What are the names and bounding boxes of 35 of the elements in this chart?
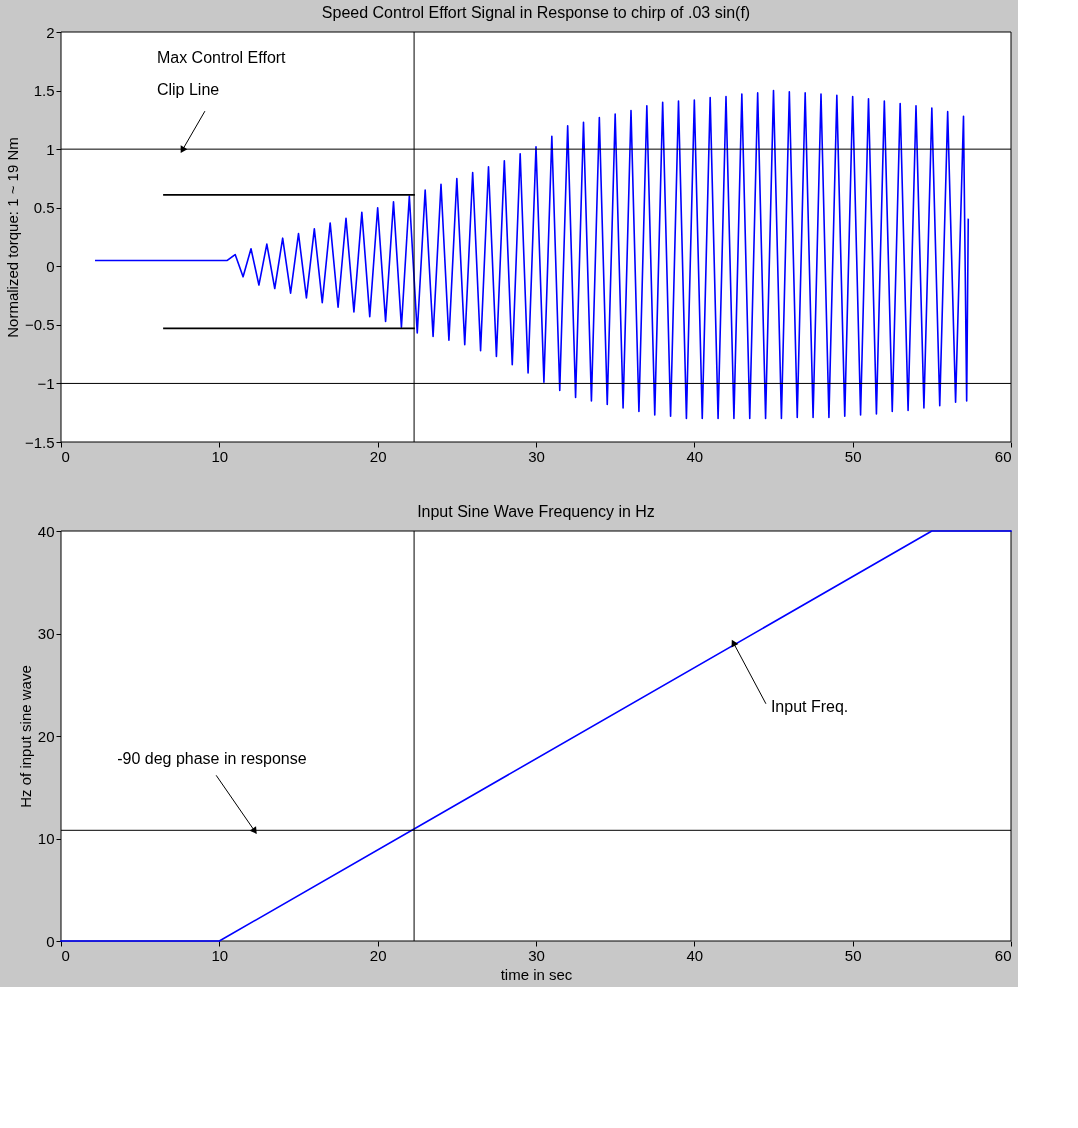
- annotation: Input Freq.: [770, 697, 849, 715]
- y-tick-label: −1: [37, 374, 55, 392]
- y-tick-label: 20: [37, 727, 55, 745]
- y-tick-label: 0: [46, 257, 55, 275]
- x-tick-label: 0: [61, 946, 70, 964]
- x-tick-label: 60: [994, 946, 1012, 964]
- y-tick-label: 40: [37, 522, 55, 540]
- chart-title: Speed Control Effort Signal in Response to chirp of .03 sin(f): [321, 4, 751, 21]
- annotation: Max Control Effort Clip Line: [156, 49, 287, 99]
- x-tick-label: 10: [211, 447, 229, 465]
- y-tick-label: −1.5: [24, 433, 55, 451]
- x-tick-label: 50: [844, 946, 862, 964]
- y-tick-label: −0.5: [24, 316, 55, 334]
- x-tick-label: 30: [528, 946, 545, 964]
- y-tick-label: 0.5: [33, 199, 55, 217]
- y-axis-title: Hz of input sine wave: [16, 665, 34, 808]
- y-tick-label: 10: [37, 830, 55, 847]
- x-tick-label: 40: [686, 946, 704, 964]
- x-axis-title: time in sec: [500, 965, 573, 983]
- x-tick-label: 20: [369, 447, 387, 465]
- y-tick-label: 30: [37, 625, 55, 642]
- y-tick-label: 0: [46, 932, 55, 950]
- x-tick-label: 10: [211, 946, 229, 964]
- x-tick-label: 40: [686, 447, 704, 465]
- chart-title: Input Sine Wave Frequency in Hz: [417, 503, 655, 520]
- y-tick-label: 2: [46, 23, 55, 41]
- y-tick-label: 1: [46, 140, 55, 158]
- x-tick-label: 0: [61, 447, 70, 465]
- annotation: -90 deg phase in response: [117, 750, 307, 768]
- x-tick-label: 50: [844, 447, 862, 465]
- y-axis-title: Normalized torque: 1 ~ 19 Nm: [3, 137, 21, 338]
- y-tick-label: 1.5: [33, 82, 55, 100]
- x-tick-label: 20: [369, 946, 387, 964]
- x-tick-label: 30: [528, 447, 545, 465]
- x-tick-label: 60: [994, 447, 1012, 465]
